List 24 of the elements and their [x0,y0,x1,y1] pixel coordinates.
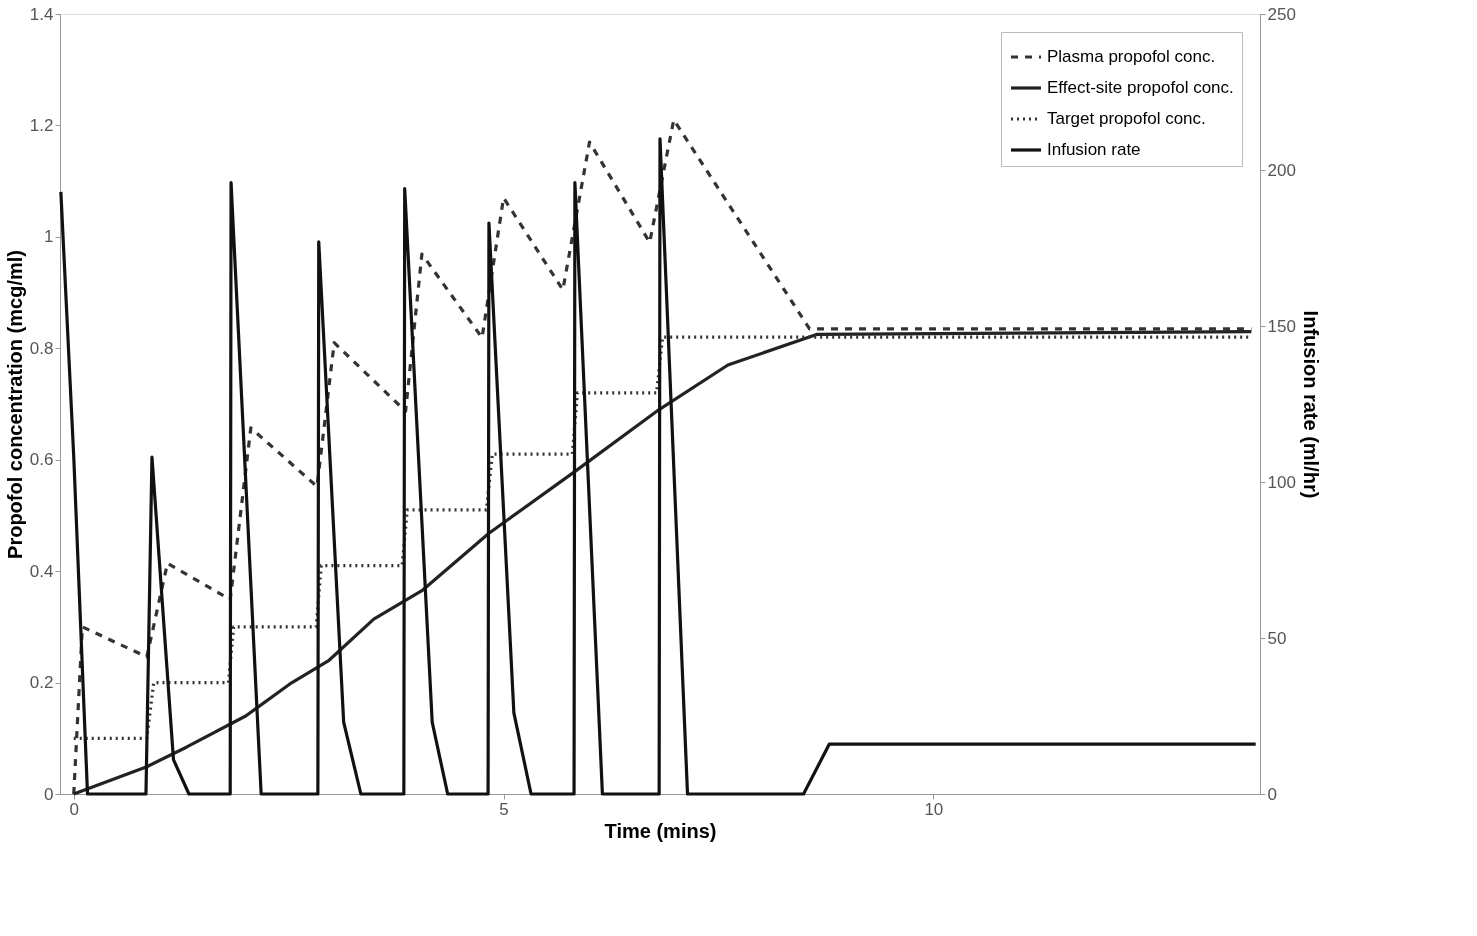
legend-label: Target propofol conc. [1047,109,1206,128]
x-tick-label: 5 [499,799,509,819]
x-axis-title: Time (mins) [604,819,717,842]
y-tick-label: 0.6 [29,450,54,470]
legend-label: Plasma propofol conc. [1047,47,1216,66]
legend-label: Effect-site propofol conc. [1047,78,1234,97]
y-tick-label: 0.8 [29,338,54,358]
x-tick-label: 10 [924,799,944,819]
y-tick-label: 0 [44,784,54,804]
y-tick-label: 0.4 [29,561,54,581]
y-tick-label: 1.2 [29,115,54,135]
legend-label: Infusion rate [1047,140,1141,159]
y-tick-label: 1.4 [29,4,54,24]
y-tick-label: 0.2 [29,673,54,693]
y-tick-label: 1 [44,227,54,247]
x-tick-label: 0 [69,799,79,819]
y2-tick-label: 100 [1267,472,1296,492]
y-axis-title: Propofol concentration (mcg/ml) [3,250,26,559]
y2-tick-label: 250 [1267,4,1296,24]
y2-tick-label: 0 [1267,784,1277,804]
y2-tick-label: 200 [1267,160,1296,180]
y2-tick-label: 50 [1267,628,1287,648]
y2-tick-label: 150 [1267,316,1296,336]
y2-axis-title: Infusion rate (ml/hr) [1299,310,1322,499]
